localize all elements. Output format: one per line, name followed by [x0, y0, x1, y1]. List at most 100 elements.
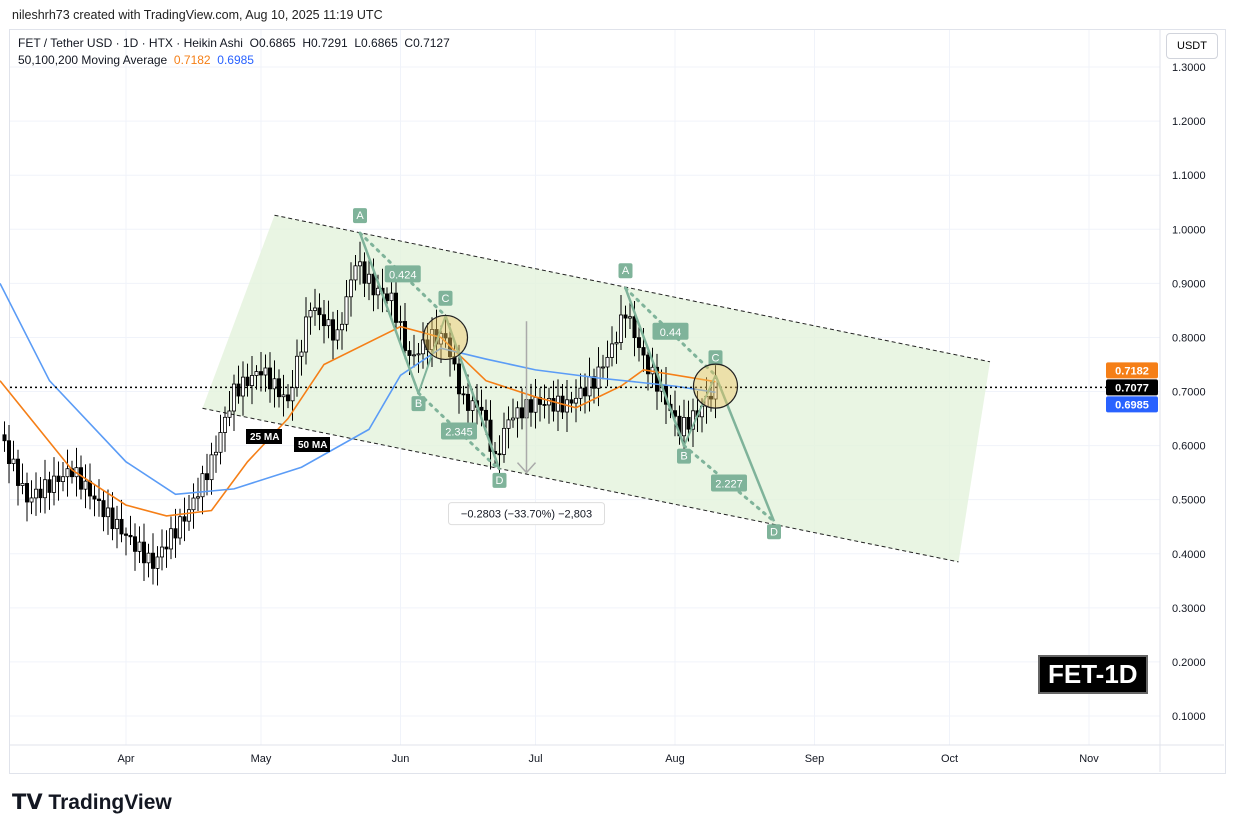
pattern-point-label: D	[770, 526, 778, 538]
candle	[267, 367, 272, 390]
ma-title[interactable]: 50,100,200 Moving Average	[18, 53, 168, 67]
candle	[461, 393, 466, 396]
candle	[398, 321, 403, 323]
measure-label-box	[448, 502, 605, 526]
pattern-ratio-label: 2.345	[445, 427, 473, 439]
candle	[520, 407, 525, 419]
y-tick-label: 0.4000	[1172, 549, 1206, 561]
candle	[92, 495, 97, 500]
candle	[79, 467, 84, 490]
candle	[384, 293, 389, 302]
candle	[141, 541, 146, 564]
candle	[155, 556, 160, 569]
candle	[614, 342, 619, 345]
candle	[24, 483, 29, 503]
candle	[330, 319, 335, 341]
candle	[101, 500, 106, 518]
candle	[551, 398, 556, 412]
candle	[56, 475, 61, 482]
candle	[515, 407, 520, 419]
candle	[218, 432, 223, 453]
measure-arrowhead	[516, 462, 537, 474]
candle	[11, 458, 16, 464]
candle	[326, 319, 331, 327]
candle	[61, 476, 66, 482]
candle	[2, 434, 7, 442]
pattern-point-badge	[411, 396, 426, 412]
pattern-point-badge	[492, 472, 507, 488]
candle	[29, 497, 34, 503]
candle	[646, 354, 651, 375]
y-tick-label: 0.7000	[1172, 387, 1206, 399]
channel-lower-line	[202, 407, 959, 563]
candle	[137, 541, 142, 552]
candle	[479, 406, 484, 411]
ma-label: 50 MA	[298, 440, 327, 451]
candle	[173, 528, 178, 539]
x-tick-label: Sep	[805, 753, 825, 765]
candle	[353, 265, 358, 281]
y-tick-label: 1.1000	[1172, 170, 1206, 182]
channel-upper-line	[274, 214, 991, 363]
pattern-point-label: B	[680, 451, 687, 463]
candle	[587, 376, 592, 397]
pattern-leg	[683, 374, 717, 447]
candle	[159, 546, 164, 558]
pattern-point-badge	[677, 448, 691, 464]
pattern-leg	[624, 287, 686, 447]
ma-25-line	[0, 325, 716, 517]
x-tick-label: May	[251, 753, 272, 765]
candle	[182, 516, 187, 522]
price-label-badge	[1106, 396, 1158, 413]
y-tick-label: 0.1000	[1172, 711, 1206, 723]
candle	[128, 534, 133, 538]
candle	[299, 351, 304, 357]
candle	[245, 376, 250, 386]
pattern-point-label: D	[496, 475, 504, 487]
price-label: 0.7182	[1115, 365, 1149, 377]
pattern-ratio-label: 2.227	[715, 478, 743, 490]
candle	[632, 316, 637, 339]
candle	[623, 314, 628, 319]
y-tick-label: 0.6000	[1172, 441, 1206, 453]
candle	[470, 400, 475, 411]
candle	[709, 395, 714, 400]
candle	[533, 396, 538, 413]
candle	[416, 353, 421, 356]
candle	[227, 410, 232, 418]
candle	[124, 533, 129, 536]
candle	[43, 479, 48, 499]
candle	[497, 453, 502, 456]
chart-legend: FET / Tether USD · 1D · HTX · Heikin Ash…	[18, 35, 450, 69]
pattern-point-badge	[708, 350, 723, 366]
candle	[443, 333, 448, 339]
pattern-leg	[714, 374, 776, 522]
pattern-ratio-badge	[384, 265, 421, 283]
candle	[236, 383, 241, 397]
candle	[168, 528, 173, 550]
y-tick-label: 0.5000	[1172, 495, 1206, 507]
candle	[686, 417, 691, 430]
candle	[15, 458, 20, 486]
y-tick-label: 0.9000	[1172, 278, 1206, 290]
candle	[317, 307, 322, 316]
candle	[200, 473, 205, 498]
candle	[488, 419, 493, 452]
ma2-value: 0.6985	[217, 53, 254, 67]
candle	[501, 427, 506, 455]
pattern-ratio-badge	[711, 474, 747, 492]
x-tick-label: Aug	[665, 753, 685, 765]
x-tick-label: Apr	[117, 753, 134, 765]
candle	[308, 310, 313, 318]
candle	[204, 473, 209, 481]
candle	[610, 343, 615, 358]
tradingview-logo[interactable]: 𝗧𝗩 TradingView	[12, 791, 172, 814]
candle	[529, 399, 534, 413]
currency-button[interactable]: USDT	[1166, 33, 1218, 59]
candle	[371, 273, 376, 296]
candle	[209, 454, 214, 481]
candle	[592, 376, 597, 389]
candle	[65, 468, 70, 478]
candle	[195, 496, 200, 499]
